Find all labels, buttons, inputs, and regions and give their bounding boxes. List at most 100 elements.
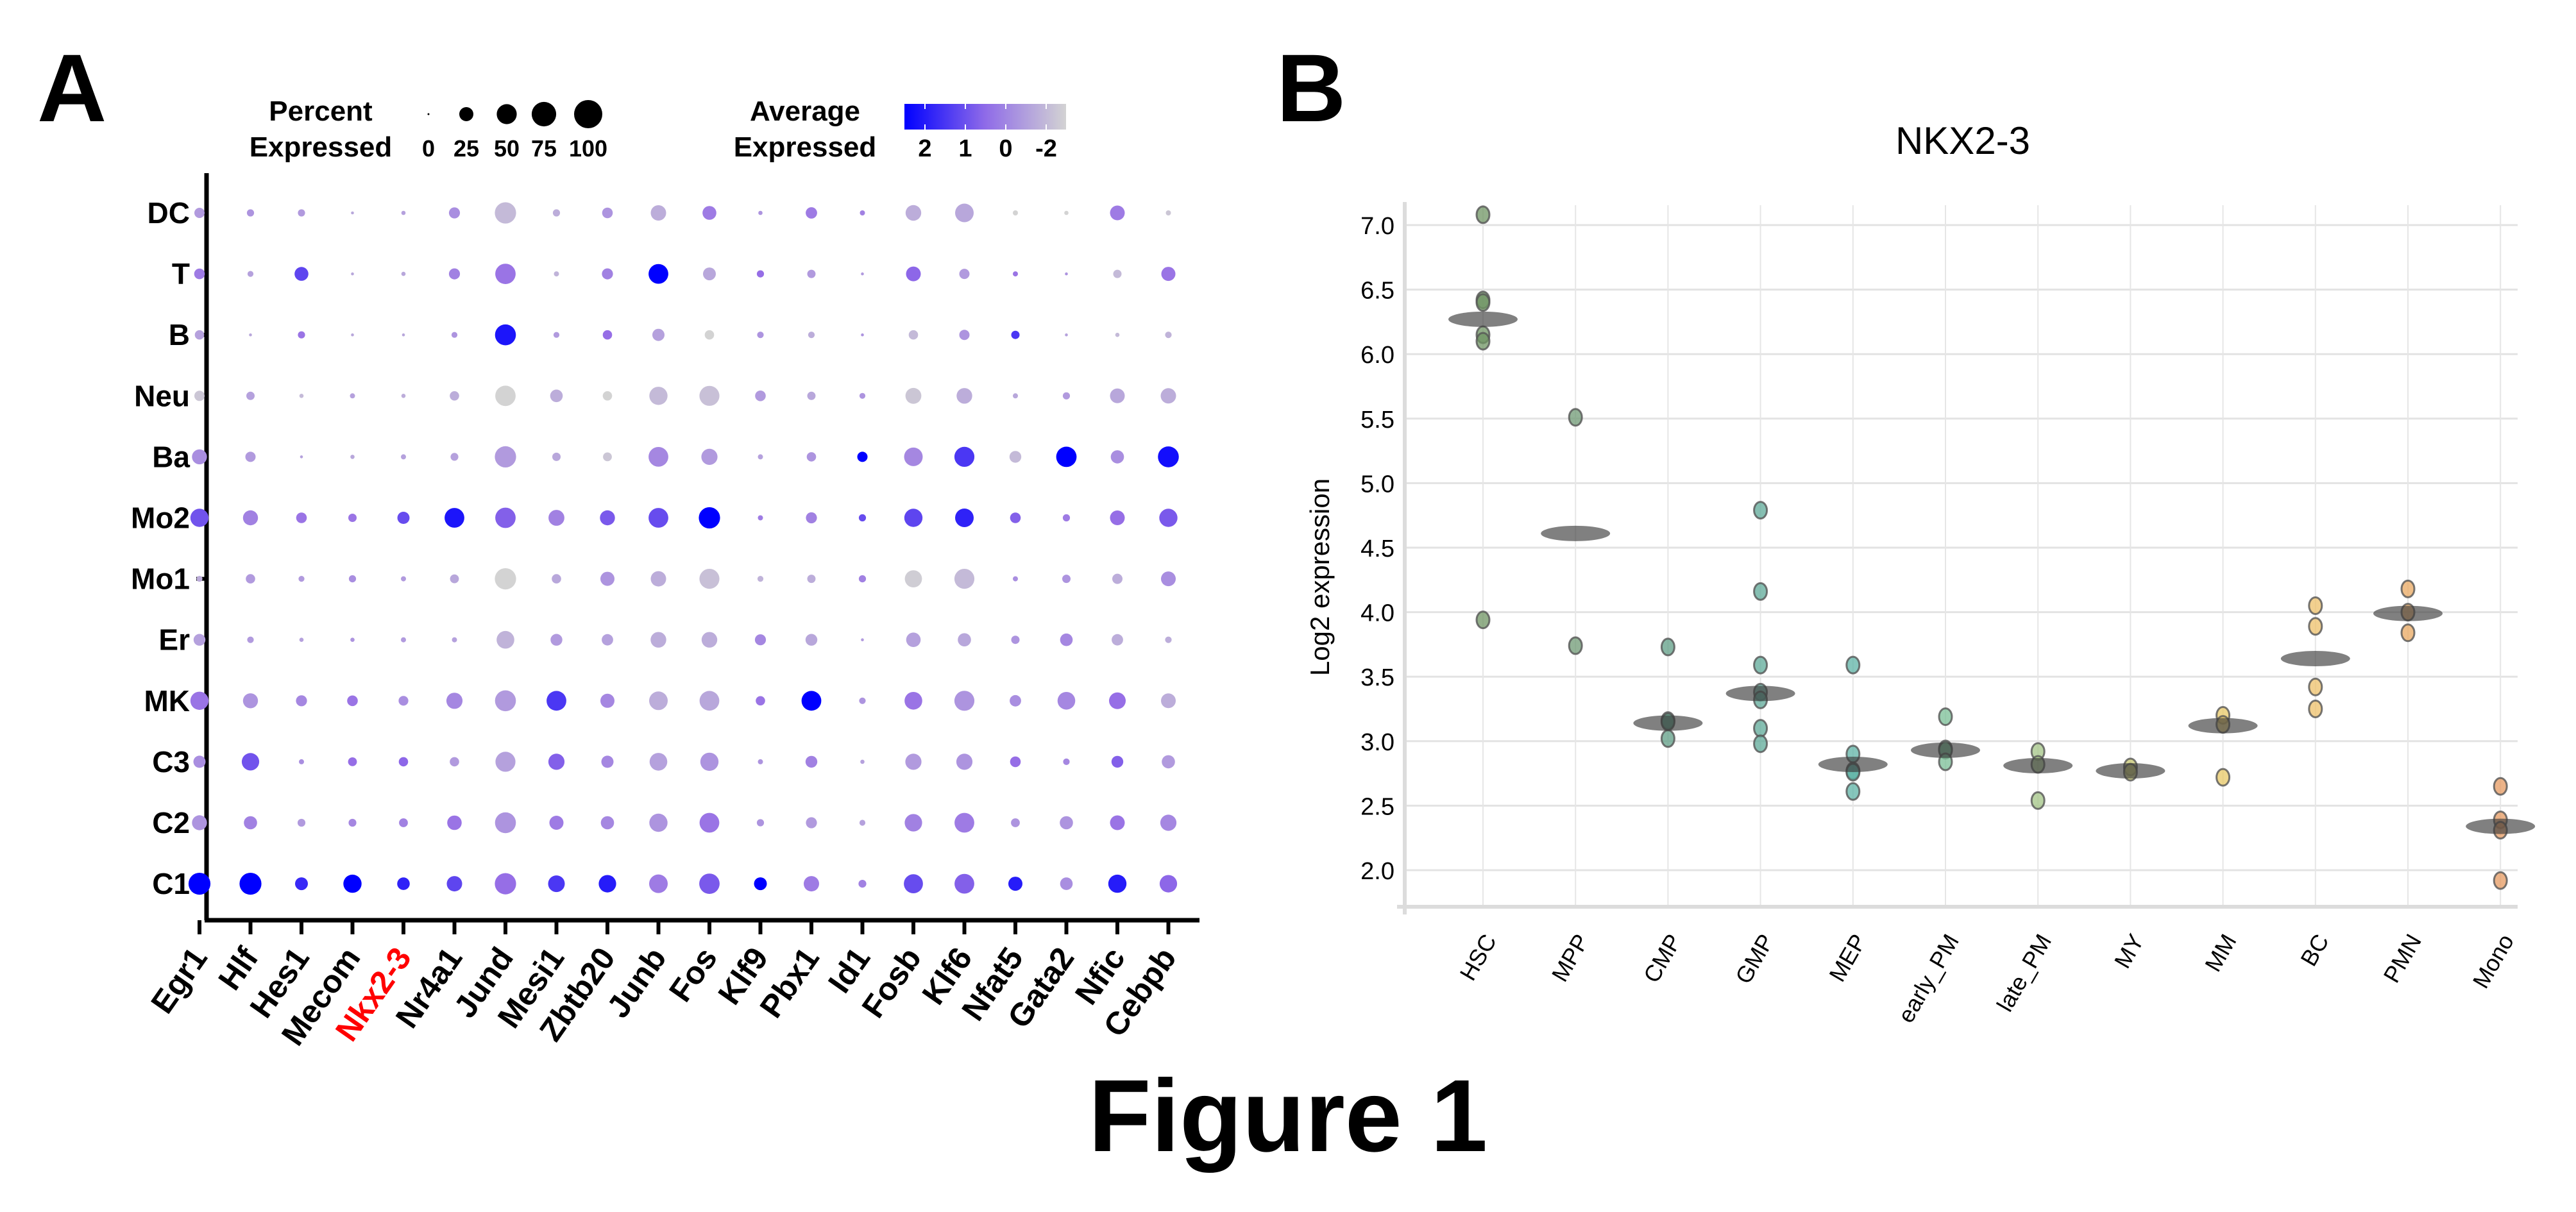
dot-C2-Egr1	[192, 815, 207, 830]
dot-Er-Klf9	[754, 634, 767, 646]
dot-Er-Gata2	[1060, 633, 1073, 646]
dot-B-Jund	[495, 324, 516, 346]
dot-MK-Gata2	[1057, 692, 1076, 710]
dot-Neu-Mesi1	[550, 389, 563, 403]
dot-C1-Nr4a1	[446, 876, 462, 892]
dot-C1-Egr1	[188, 873, 211, 895]
dot-Er-Hes1	[299, 637, 304, 642]
dot-B-Klf9	[757, 332, 764, 339]
x-tick-label: MEP	[1824, 930, 1872, 986]
dot-T-Mesi1	[554, 271, 559, 277]
dot-Mo2-Klf6	[955, 509, 974, 527]
dot-C1-Nfic	[1108, 874, 1127, 893]
dot-Er-Klf6	[958, 633, 971, 646]
dot-Mo2-Klf9	[758, 515, 763, 521]
dot-C2-Junb	[649, 813, 668, 832]
dot-Ba-Klf9	[758, 454, 763, 460]
dot-C3-Pbx1	[805, 755, 818, 768]
mean-marker-HSC	[1448, 311, 1518, 327]
dot-DC-Cebpb	[1165, 210, 1171, 215]
y-tick-label: 7.0	[1360, 213, 1394, 240]
color-legend-label: 2	[918, 135, 931, 162]
dot-C1-Klf9	[754, 877, 767, 891]
dot-C1-Fos	[699, 873, 720, 894]
dot-C3-Id1	[860, 759, 865, 764]
x-tick-label: HSC	[1454, 930, 1502, 985]
dot-MK-Hes1	[296, 695, 307, 707]
size-legend-label: 50	[494, 135, 520, 162]
data-point-HSC	[1475, 610, 1491, 630]
size-legend-title: Percent	[269, 96, 373, 127]
dot-Er-Mecom	[350, 637, 355, 642]
dot-C2-Mecom	[348, 818, 357, 827]
dot-B-Gata2	[1065, 333, 1068, 337]
dot-B-Hlf	[249, 333, 252, 337]
dot-B-Klf6	[959, 330, 970, 341]
dot-C3-Nr4a1	[450, 757, 459, 767]
dot-Mo2-Junb	[648, 508, 668, 528]
y-tick-label: C2	[152, 806, 190, 839]
data-point-PMN	[2400, 579, 2416, 598]
dot-Mo2-Nfat5	[1010, 512, 1021, 523]
dot-Neu-Nr4a1	[450, 391, 459, 401]
data-point-MEP	[1845, 655, 1861, 675]
dot-DC-Nfic	[1110, 205, 1125, 221]
dot-Ba-Cebpb	[1158, 446, 1179, 467]
x-tick-label: PMN	[2378, 930, 2427, 988]
dot-Mo1-Nfat5	[1013, 576, 1018, 582]
dot-MK-Nr4a1	[446, 693, 463, 709]
dot-C1-Zbtb20	[598, 875, 616, 893]
dot-MK-Jund	[495, 690, 516, 712]
data-point-MPP	[1568, 408, 1583, 427]
dot-Mo2-Jund	[495, 507, 516, 528]
dot-Mo2-Cebpb	[1159, 509, 1178, 527]
dot-DC-Gata2	[1064, 210, 1069, 215]
x-tick-label: MM	[2199, 930, 2241, 976]
dot-Mo2-Hlf	[242, 510, 258, 526]
y-tick-label: MK	[144, 684, 190, 718]
mean-marker-MM	[2188, 718, 2258, 734]
dot-C2-Hlf	[244, 816, 257, 830]
dot-C2-Hes1	[297, 818, 306, 827]
y-tick-label: 4.5	[1360, 535, 1394, 562]
dot-C2-Klf6	[954, 812, 974, 833]
dot-MK-Klf6	[954, 691, 975, 711]
mean-marker-late_PM	[2003, 758, 2073, 774]
dot-C3-Cebpb	[1162, 755, 1175, 769]
data-point-GMP	[1753, 719, 1768, 738]
dot-C2-Cebpb	[1160, 814, 1177, 831]
dot-T-Nkx2-3	[401, 271, 406, 276]
dot-Mo2-Mesi1	[548, 510, 564, 526]
dot-C3-Hlf	[241, 753, 260, 771]
dot-Ba-Nkx2-3	[401, 454, 406, 460]
dot-C1-Mecom	[343, 874, 362, 893]
dot-MK-Fosb	[904, 692, 922, 710]
dot-T-Id1	[861, 272, 864, 276]
dot-C2-Mesi1	[549, 816, 564, 830]
dot-C1-Mesi1	[548, 875, 565, 893]
size-legend-dot	[531, 101, 557, 127]
dot-C2-Klf9	[756, 819, 765, 827]
dot-C1-Pbx1	[804, 876, 819, 892]
panel-a-label: A	[37, 34, 107, 142]
dot-Mo2-Gata2	[1062, 514, 1071, 522]
dot-DC-Nr4a1	[448, 207, 461, 219]
dot-T-Nfic	[1113, 269, 1122, 278]
size-legend-label: 25	[453, 135, 479, 162]
chart-title: NKX2-3	[1895, 119, 2030, 162]
color-legend-label: 0	[999, 135, 1012, 162]
dot-T-Egr1	[194, 268, 205, 280]
dot-C3-Egr1	[193, 755, 206, 768]
dot-Mo1-Gata2	[1062, 575, 1071, 584]
y-tick-label: C1	[152, 867, 190, 900]
dot-C2-Nfat5	[1011, 818, 1020, 827]
dot-B-Fosb	[908, 330, 919, 340]
dot-Mo1-Fosb	[904, 570, 922, 587]
dot-DC-Klf6	[955, 203, 974, 223]
size-legend-label: 100	[569, 135, 607, 162]
mean-marker-early_PM	[1911, 742, 1980, 758]
dot-C1-Id1	[858, 880, 867, 888]
dot-Neu-Pbx1	[807, 391, 816, 400]
dot-B-Cebpb	[1165, 332, 1172, 339]
dot-DC-Nfat5	[1013, 210, 1018, 215]
